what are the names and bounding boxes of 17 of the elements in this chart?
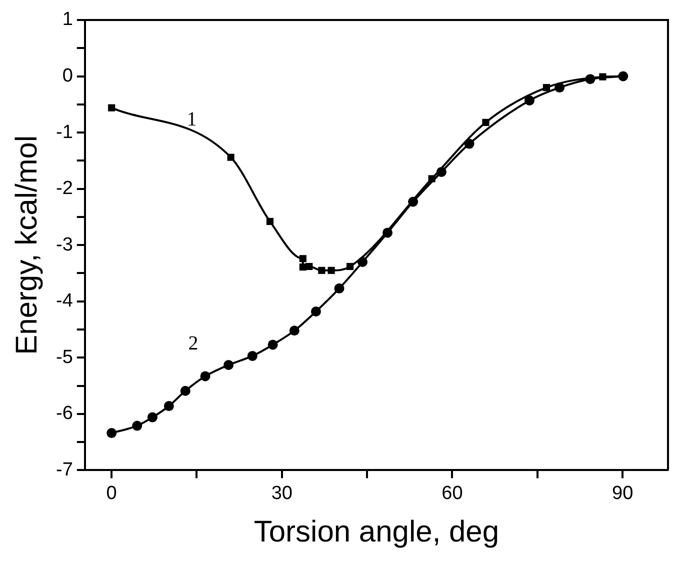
y-axis-title: Energy, kcal/mol — [10, 135, 44, 355]
y-tick-label: 0 — [62, 66, 73, 87]
series-label: 2 — [188, 332, 198, 354]
y-tick-label: -3 — [56, 234, 73, 256]
y-tick-label: 1 — [62, 9, 73, 30]
x-tick-label: 0 — [106, 482, 117, 504]
y-tick-label: -4 — [56, 290, 74, 312]
series-label: 1 — [186, 108, 197, 131]
x-tick-label: 90 — [612, 482, 634, 504]
x-axis-title: Torsion angle, deg — [254, 515, 500, 548]
x-tick-label: 30 — [271, 482, 292, 504]
y-tick-label: -1 — [56, 122, 73, 143]
y-tick-label: -7 — [56, 459, 73, 480]
y-tick-label: -2 — [56, 178, 73, 200]
x-tick-label: 60 — [442, 482, 463, 504]
y-tick-label: -5 — [56, 346, 73, 368]
y-tick-label: -6 — [56, 403, 73, 424]
